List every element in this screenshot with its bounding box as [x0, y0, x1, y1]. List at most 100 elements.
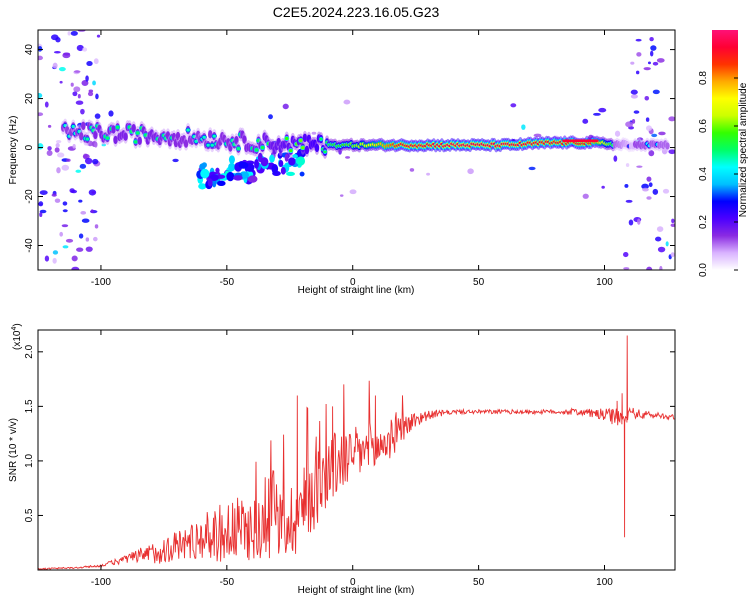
spectrogram-cell: [59, 80, 63, 84]
spectrogram-cell: [269, 154, 275, 163]
spectrogram-cell: [78, 233, 84, 239]
spectrogram-cell: [623, 267, 630, 270]
spectrogram-cell: [211, 133, 217, 139]
spectrogram-cell: [85, 246, 93, 252]
spectrogram-cell: [66, 158, 71, 162]
snr-x-label: Height of straight line (km): [298, 585, 415, 596]
spectrogram-cell: [233, 175, 243, 181]
spectrogram-cell: [52, 257, 57, 264]
snr-x-tick-label: 50: [473, 577, 485, 588]
spectrogram-cell: [631, 119, 636, 124]
spectrogram-cell: [339, 194, 344, 197]
colorbar-tick-label: 0.4: [698, 167, 709, 181]
spectrogram-cell: [86, 61, 93, 67]
spectrogram-cell: [636, 165, 643, 168]
spectrogram-cell: [208, 130, 213, 139]
snr-frame: [37, 329, 676, 571]
snr-multiplier: (x104): [11, 323, 23, 350]
spectrogram-cell: [44, 255, 50, 262]
snr-y-ticks: 0.5 1.0 1.5 2.0: [24, 344, 675, 522]
spectrogram-cell: [625, 199, 633, 203]
spectrogram-cell: [668, 149, 675, 155]
colorbar-tick-label: 0.6: [698, 119, 709, 133]
spectrogram-cell: [268, 114, 273, 120]
spectrogram-cell: [38, 55, 43, 61]
spectrogram-cell: [662, 188, 670, 194]
spectrogram-cell: [85, 75, 89, 82]
spectrogram-cell: [319, 137, 323, 141]
spectrogram-cell: [665, 142, 670, 150]
spectrogram-x-tick-label: 100: [596, 277, 613, 288]
spectrogram-cell: [521, 124, 526, 130]
spectrogram-cell: [74, 70, 81, 73]
colorbar-tick-label: 0.8: [698, 71, 709, 85]
spectrogram-cell: [650, 45, 657, 51]
spectrogram-cells: [38, 30, 675, 270]
spectrogram-y-tick-label: -20: [24, 189, 35, 204]
spectrogram-cell: [648, 150, 655, 157]
spectrogram-cell: [44, 101, 49, 108]
spectrogram-cell: [349, 189, 357, 195]
spectrogram-cell: [635, 38, 642, 42]
spectrogram-cell: [73, 86, 81, 93]
spectrogram-cell: [76, 247, 84, 252]
spectrogram-cell: [52, 250, 59, 255]
spectrogram-cell: [52, 62, 58, 69]
spectrogram-cell: [300, 145, 306, 151]
spectrogram-cell: [96, 34, 101, 38]
spectrogram-y-tick-label: -40: [24, 238, 35, 253]
spectrogram-cell: [84, 157, 93, 165]
spectrogram-cell: [594, 139, 599, 142]
spectrogram-cell: [314, 143, 320, 153]
spectrogram-cell: [78, 199, 83, 203]
spectrogram-cell: [409, 168, 415, 172]
spectrogram-cell: [79, 163, 87, 169]
spectrogram-cell: [650, 50, 654, 57]
spectrogram-cell: [209, 174, 219, 181]
spectrogram-cell: [286, 171, 295, 176]
spectrogram-cell: [668, 116, 675, 122]
spectrogram-cell: [185, 127, 191, 133]
spectrogram-cell: [207, 178, 213, 187]
spectrogram-cell: [278, 159, 284, 168]
spectrogram-cell: [345, 156, 351, 159]
spectrogram-cell: [253, 147, 260, 153]
spectrogram-plot: -100 -50 0 50 100 40 20 0 -20 -40 Height of stra…: [8, 29, 676, 296]
spectrogram-cell: [658, 131, 666, 136]
spectrogram-cell: [93, 58, 99, 65]
spectrogram-cell: [656, 58, 665, 63]
spectrogram-cell: [90, 209, 94, 214]
colorbar-tick-label: 0.0: [698, 263, 709, 277]
spectrogram-cell: [645, 125, 652, 131]
spectrogram-cell: [642, 187, 649, 192]
spectrogram-cell: [659, 265, 663, 270]
spectrogram-cell: [652, 89, 660, 95]
spectrogram-cell: [426, 172, 431, 176]
spectrogram-cell: [215, 167, 220, 174]
spectrogram-cell: [649, 36, 654, 42]
spectrogram-cell: [39, 212, 43, 218]
snr-background: [38, 330, 675, 570]
spectrogram-cell: [77, 93, 81, 99]
spectrogram-cell: [296, 156, 306, 166]
colorbar-ticks: 0.0 0.2 0.4 0.6 0.8: [698, 71, 738, 277]
spectrogram-cell: [72, 91, 78, 97]
spectrogram-cell: [637, 218, 641, 225]
spectrogram-cell: [135, 130, 141, 136]
spectrogram-cell: [613, 155, 618, 162]
spectrogram-cell: [94, 113, 101, 119]
spectrogram-cell: [75, 100, 84, 105]
spectrogram-cell: [467, 168, 474, 175]
spectrogram-cell: [284, 136, 290, 141]
spectrogram-cell: [593, 112, 601, 116]
spectrogram-cell: [670, 223, 675, 227]
spectrogram-cell: [58, 67, 66, 72]
spectrogram-cell: [598, 107, 607, 113]
spectrogram-cell: [95, 93, 99, 100]
spectrogram-cell: [71, 266, 80, 270]
spectrogram-cell: [635, 70, 640, 75]
spectrogram-cell: [528, 166, 536, 171]
spectrogram-cell: [280, 166, 286, 175]
spectrogram-cell: [625, 121, 634, 128]
spectrogram-cell: [646, 266, 653, 270]
